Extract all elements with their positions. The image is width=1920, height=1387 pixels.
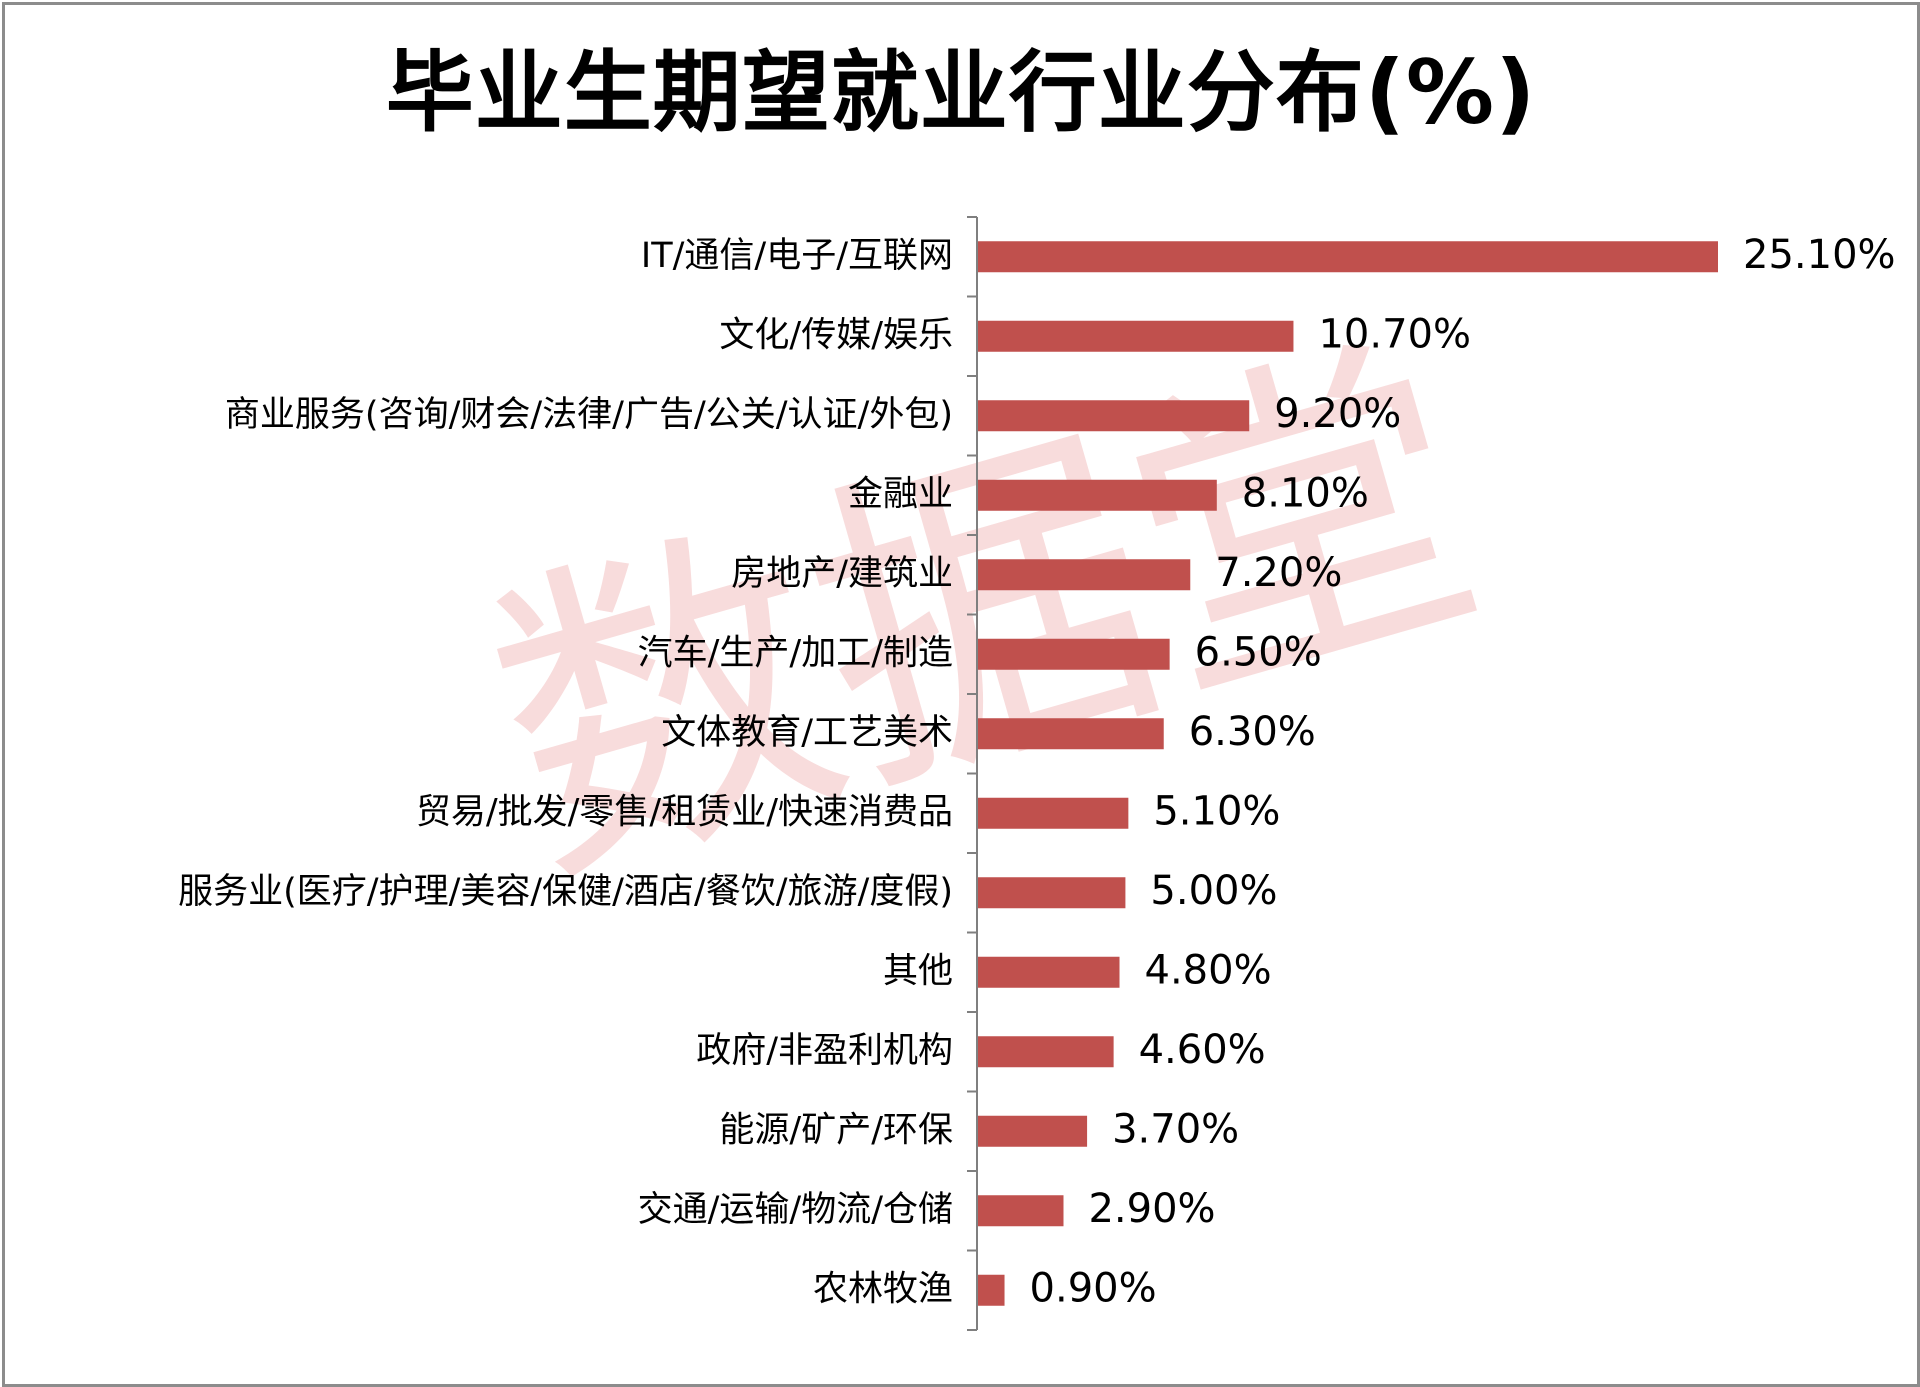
data-label: 0.90% <box>1030 1265 1157 1311</box>
category-axis <box>967 216 978 1331</box>
category-label: 房地产/建筑业 <box>731 554 953 594</box>
category-label: 贸易/批发/零售/租赁业/快速消费品 <box>416 792 953 832</box>
data-label: 4.60% <box>1139 1027 1266 1073</box>
data-label: 25.10% <box>1743 232 1896 278</box>
category-label: 金融业 <box>848 474 953 514</box>
data-label: 5.00% <box>1150 868 1277 914</box>
data-label: 10.70% <box>1318 311 1471 357</box>
category-label: 商业服务(咨询/财会/法律/广告/公关/认证/外包) <box>225 395 953 435</box>
bar <box>978 638 1170 670</box>
data-label: 2.90% <box>1088 1186 1215 1232</box>
data-label: 7.20% <box>1215 550 1342 596</box>
bar <box>978 1036 1114 1068</box>
category-label: 农林牧渔 <box>813 1269 953 1309</box>
bar <box>978 400 1250 432</box>
category-label: 交通/运输/物流/仓储 <box>638 1190 953 1230</box>
data-label: 6.50% <box>1195 629 1322 675</box>
category-label: 其他 <box>883 951 953 991</box>
category-label: 政府/非盈利机构 <box>696 1031 953 1071</box>
bar <box>978 956 1120 988</box>
data-label: 3.70% <box>1112 1106 1239 1152</box>
category-label: 汽车/生产/加工/制造 <box>638 633 953 673</box>
bar <box>978 241 1718 273</box>
bar <box>978 479 1217 511</box>
bar <box>978 559 1191 591</box>
data-label: 8.10% <box>1242 470 1369 516</box>
category-label: 文体教育/工艺美术 <box>661 713 953 753</box>
category-label: 服务业(医疗/护理/美容/保健/酒店/餐饮/旅游/度假) <box>178 872 953 912</box>
bar <box>978 718 1164 750</box>
labels-layer: 25.10% IT/通信/电子/互联网 10.70% 文化/传媒/娱乐 9.20% 商业服… <box>178 232 1895 1312</box>
bar-chart: 25.10% IT/通信/电子/互联网 10.70% 文化/传媒/娱乐 9.20% 商业服… <box>178 216 1896 1331</box>
category-label: 能源/矿产/环保 <box>719 1110 953 1150</box>
bar <box>978 1115 1088 1147</box>
chart-title: 毕业生期望就业行业分布(%) <box>385 41 1537 144</box>
bar <box>978 1274 1005 1306</box>
bar <box>978 797 1129 829</box>
category-label: IT/通信/电子/互联网 <box>641 236 953 276</box>
category-label: 文化/传媒/娱乐 <box>719 315 953 355</box>
data-label: 6.30% <box>1189 709 1316 755</box>
bar <box>978 320 1294 352</box>
data-label: 9.20% <box>1274 391 1401 437</box>
bar <box>978 1195 1064 1227</box>
data-label: 5.10% <box>1153 788 1280 834</box>
bars-layer <box>978 241 1718 1306</box>
data-label: 4.80% <box>1145 947 1272 993</box>
bar <box>978 877 1126 909</box>
